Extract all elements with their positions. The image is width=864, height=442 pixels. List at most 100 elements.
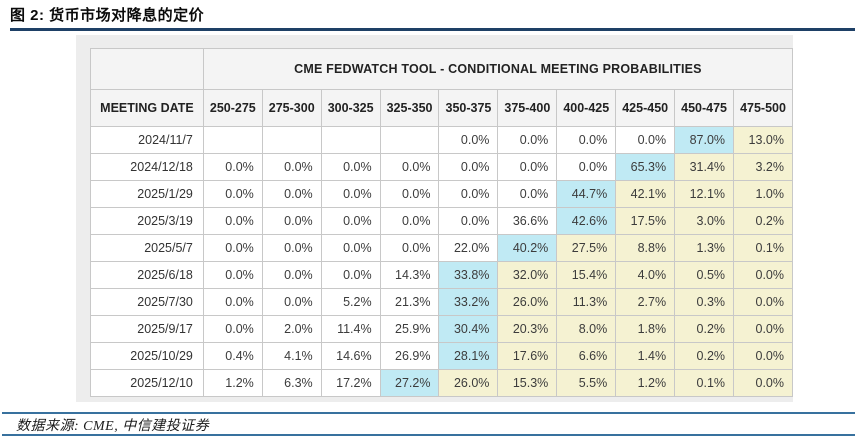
table-row: 2025/9/17 0.0% 2.0% 11.4% 25.9% 30.4% 20.3% 8.0…: [90, 315, 793, 343]
prob-cell: 87.0%: [674, 126, 735, 154]
prob-cell: 0.5%: [674, 261, 735, 289]
prob-cell: 0.0%: [261, 153, 322, 181]
prob-cell: 12.1%: [674, 180, 735, 208]
prob-cell: 4.0%: [615, 261, 676, 289]
rate-range-header: 375-400: [497, 89, 558, 127]
prob-cell: 1.2%: [615, 369, 676, 397]
data-source-note: 数据来源: CME, 中信建投证券: [16, 419, 210, 434]
fedwatch-table: CME FEDWATCH TOOL - CONDITIONAL MEETING …: [90, 48, 794, 397]
prob-cell: 0.0%: [320, 261, 381, 289]
prob-cell: 15.4%: [556, 261, 617, 289]
meeting-date-cell: 2025/7/30: [90, 288, 204, 316]
prob-cell: 8.0%: [556, 315, 617, 343]
rate-range-header: 425-450: [615, 89, 676, 127]
prob-cell: 0.0%: [202, 234, 263, 262]
prob-cell: 14.3%: [379, 261, 440, 289]
table-row: 2025/12/10 1.2% 6.3% 17.2% 27.2% 26.0% 15.3% 5.…: [90, 369, 793, 397]
prob-cell: 3.0%: [674, 207, 735, 235]
prob-cell: 0.3%: [674, 288, 735, 316]
prob-cell: 3.2%: [733, 153, 793, 181]
table-row: 2025/7/30 0.0% 0.0% 5.2% 21.3% 33.2% 26.0% 11.3…: [90, 288, 793, 316]
prob-cell: 0.2%: [733, 207, 793, 235]
prob-cell: [261, 126, 322, 154]
prob-cell: 33.2%: [438, 288, 499, 316]
prob-cell: 0.0%: [202, 180, 263, 208]
prob-cell: 0.0%: [320, 207, 381, 235]
prob-cell: [320, 126, 381, 154]
table-row: 2024/12/18 0.0% 0.0% 0.0% 0.0% 0.0% 0.0% 0.0% 65…: [90, 153, 793, 181]
prob-cell: 0.0%: [497, 153, 558, 181]
meeting-date-cell: 2025/12/10: [90, 369, 204, 397]
table-title: CME FEDWATCH TOOL - CONDITIONAL MEETING …: [202, 48, 794, 90]
prob-cell: 17.5%: [615, 207, 676, 235]
table-row: 2024/11/7 0.0% 0.0% 0.0% 0.0% 87.0% 13.0%: [90, 126, 793, 154]
prob-cell: 42.1%: [615, 180, 676, 208]
meeting-date-cell: 2025/10/29: [90, 342, 204, 370]
prob-cell: 0.0%: [379, 180, 440, 208]
rate-range-header: 400-425: [556, 89, 617, 127]
rate-range-header: 250-275: [202, 89, 263, 127]
figure-title: 图 2: 货币市场对降息的定价: [10, 7, 205, 24]
prob-cell: 0.0%: [379, 207, 440, 235]
prob-cell: 0.0%: [556, 126, 617, 154]
prob-cell: 44.7%: [556, 180, 617, 208]
prob-cell: 2.0%: [261, 315, 322, 343]
prob-cell: 28.1%: [438, 342, 499, 370]
prob-cell: 27.5%: [556, 234, 617, 262]
meeting-date-cell: 2025/3/19: [90, 207, 204, 235]
prob-cell: 65.3%: [615, 153, 676, 181]
prob-cell: 33.8%: [438, 261, 499, 289]
prob-cell: 0.0%: [261, 288, 322, 316]
rate-range-header: 325-350: [379, 89, 440, 127]
prob-cell: 1.3%: [674, 234, 735, 262]
prob-cell: 0.0%: [615, 126, 676, 154]
prob-cell: 0.0%: [379, 234, 440, 262]
meeting-date-cell: 2024/11/7: [90, 126, 204, 154]
prob-cell: 20.3%: [497, 315, 558, 343]
prob-cell: 0.2%: [674, 315, 735, 343]
table-row: 2025/5/7 0.0% 0.0% 0.0% 0.0% 22.0% 40.2% 27.5% 8…: [90, 234, 793, 262]
prob-cell: 0.0%: [320, 234, 381, 262]
prob-cell: 11.3%: [556, 288, 617, 316]
prob-cell: 0.0%: [733, 315, 793, 343]
prob-cell: [379, 126, 440, 154]
prob-cell: 5.5%: [556, 369, 617, 397]
prob-cell: 0.0%: [438, 153, 499, 181]
prob-cell: 0.0%: [261, 234, 322, 262]
footer-rule-bottom: [2, 434, 855, 436]
prob-cell: 0.0%: [497, 180, 558, 208]
prob-cell: 11.4%: [320, 315, 381, 343]
prob-cell: 30.4%: [438, 315, 499, 343]
prob-cell: 36.6%: [497, 207, 558, 235]
prob-cell: 0.0%: [438, 180, 499, 208]
prob-cell: 22.0%: [438, 234, 499, 262]
prob-cell: 42.6%: [556, 207, 617, 235]
prob-cell: 14.6%: [320, 342, 381, 370]
prob-cell: 0.0%: [320, 180, 381, 208]
prob-cell: 21.3%: [379, 288, 440, 316]
prob-cell: 0.0%: [202, 261, 263, 289]
prob-cell: 25.9%: [379, 315, 440, 343]
prob-cell: 0.0%: [261, 207, 322, 235]
prob-cell: [202, 126, 263, 154]
prob-cell: 0.0%: [497, 126, 558, 154]
prob-cell: 0.0%: [320, 153, 381, 181]
rate-range-header: 275-300: [261, 89, 322, 127]
prob-cell: 0.0%: [202, 315, 263, 343]
title-underline: [10, 28, 855, 31]
prob-cell: 1.4%: [615, 342, 676, 370]
prob-cell: 2.7%: [615, 288, 676, 316]
prob-cell: 31.4%: [674, 153, 735, 181]
prob-cell: 0.0%: [733, 342, 793, 370]
prob-cell: 0.0%: [379, 153, 440, 181]
prob-cell: 15.3%: [497, 369, 558, 397]
prob-cell: 0.4%: [202, 342, 263, 370]
table-row: 2025/1/29 0.0% 0.0% 0.0% 0.0% 0.0% 0.0% 44.7% 42…: [90, 180, 793, 208]
prob-cell: 26.0%: [497, 288, 558, 316]
meeting-date-header: MEETING DATE: [90, 89, 204, 127]
prob-cell: 13.0%: [733, 126, 793, 154]
prob-cell: 0.0%: [438, 207, 499, 235]
meeting-date-cell: 2025/1/29: [90, 180, 204, 208]
prob-cell: 1.0%: [733, 180, 793, 208]
